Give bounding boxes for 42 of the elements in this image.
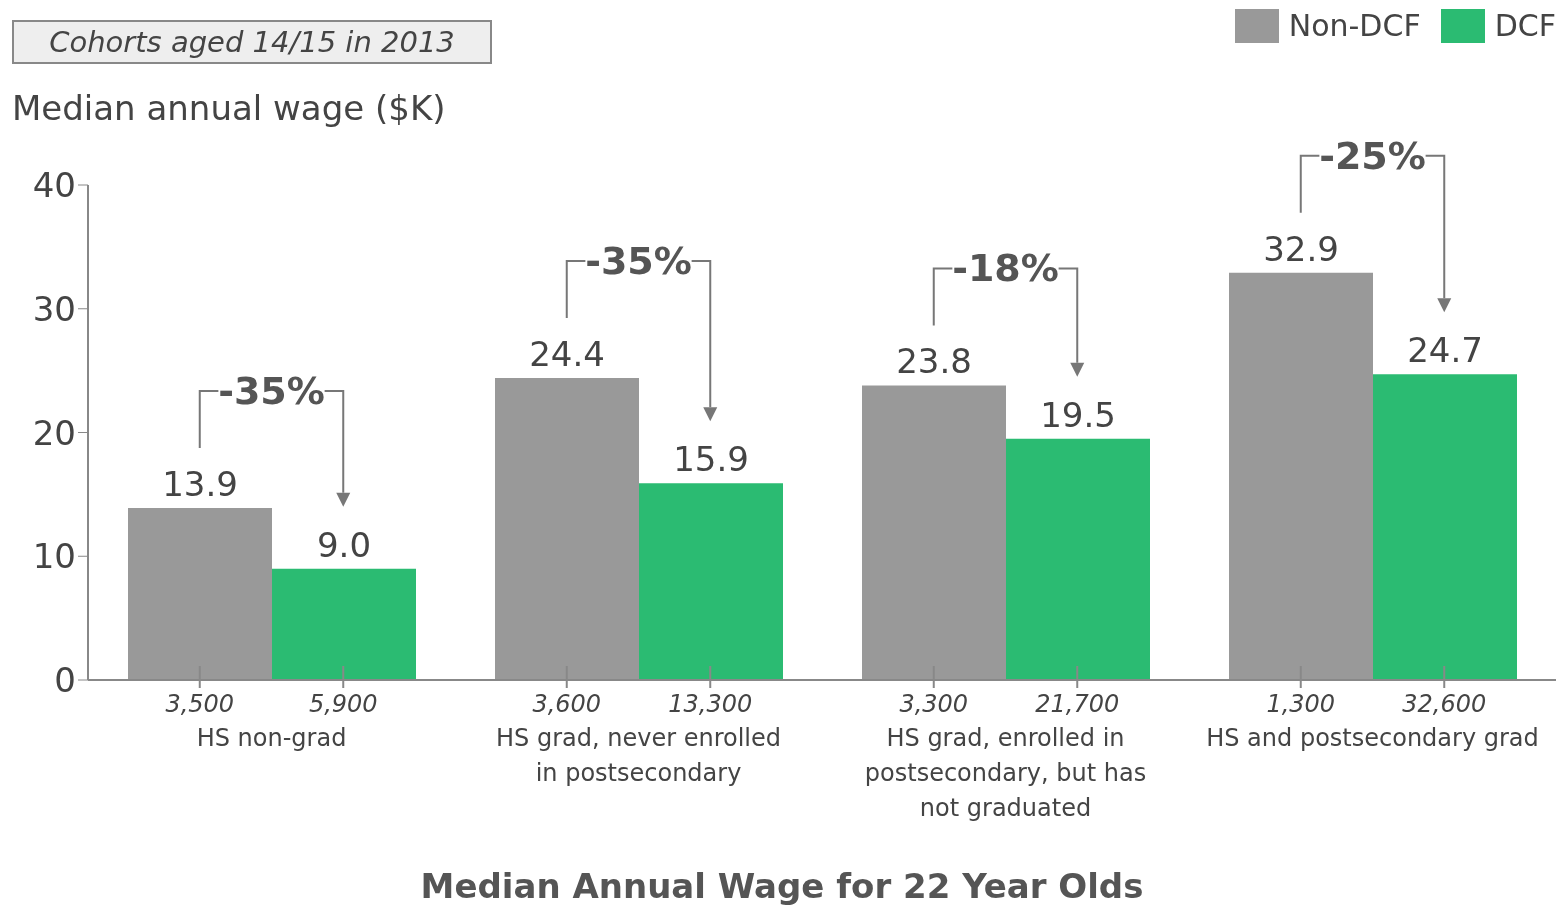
text: -25%	[1319, 133, 1426, 178]
text: 3,300	[899, 690, 969, 718]
text: Median Annual Wage for 22 Year Olds	[419, 866, 1145, 906]
x-tick-label: HS grad, never enrolled in postsecondary	[496, 724, 781, 787]
data-label: 32.9	[1263, 228, 1339, 269]
chart-subtitle: Cohorts aged 14/15 in 2013	[12, 20, 492, 64]
annotation: -18%	[952, 246, 1059, 291]
y-tick-label: 20	[32, 412, 76, 453]
bar	[495, 378, 639, 680]
legend-label: Non-DCF	[1288, 8, 1421, 43]
bar	[862, 385, 1006, 680]
text: 13,300	[668, 690, 753, 718]
annotation: -35%	[218, 368, 325, 413]
x-tick-label: HS non-grad	[196, 724, 347, 752]
y-tick-label: 30	[32, 288, 76, 329]
bar	[1373, 374, 1517, 680]
text: 32,600	[1402, 690, 1487, 718]
bar	[272, 568, 416, 680]
y-tick-label: 0	[54, 660, 76, 701]
data-label: 15.9	[673, 439, 749, 480]
data-label: 23.8	[896, 341, 972, 382]
legend-label: DCF	[1494, 8, 1556, 43]
data-label: 19.5	[1040, 394, 1116, 435]
bar	[1006, 438, 1150, 680]
bar	[1229, 272, 1373, 680]
text: 21,700	[1035, 690, 1120, 718]
bar	[639, 483, 783, 680]
annotation: -35%	[585, 239, 692, 284]
text: 5,900	[308, 690, 378, 718]
x-tick-label: HS and postsecondary grad	[1206, 724, 1539, 752]
x-tick-label: HS grad, enrolled in postsecondary, but has not graduated	[864, 724, 1147, 822]
data-label: 24.7	[1407, 330, 1483, 371]
y-tick-label: 10	[32, 536, 76, 577]
text: 1,300	[1266, 690, 1336, 718]
data-label: 9.0	[316, 524, 372, 565]
y-tick-label: 40	[32, 165, 76, 206]
data-label: 13.9	[162, 463, 238, 504]
data-label: 24.4	[529, 334, 605, 375]
y-axis-title: Median annual wage ($K)	[12, 88, 446, 128]
text: 3,500	[165, 690, 235, 718]
text: 3,600	[532, 690, 602, 718]
bar	[128, 507, 272, 680]
